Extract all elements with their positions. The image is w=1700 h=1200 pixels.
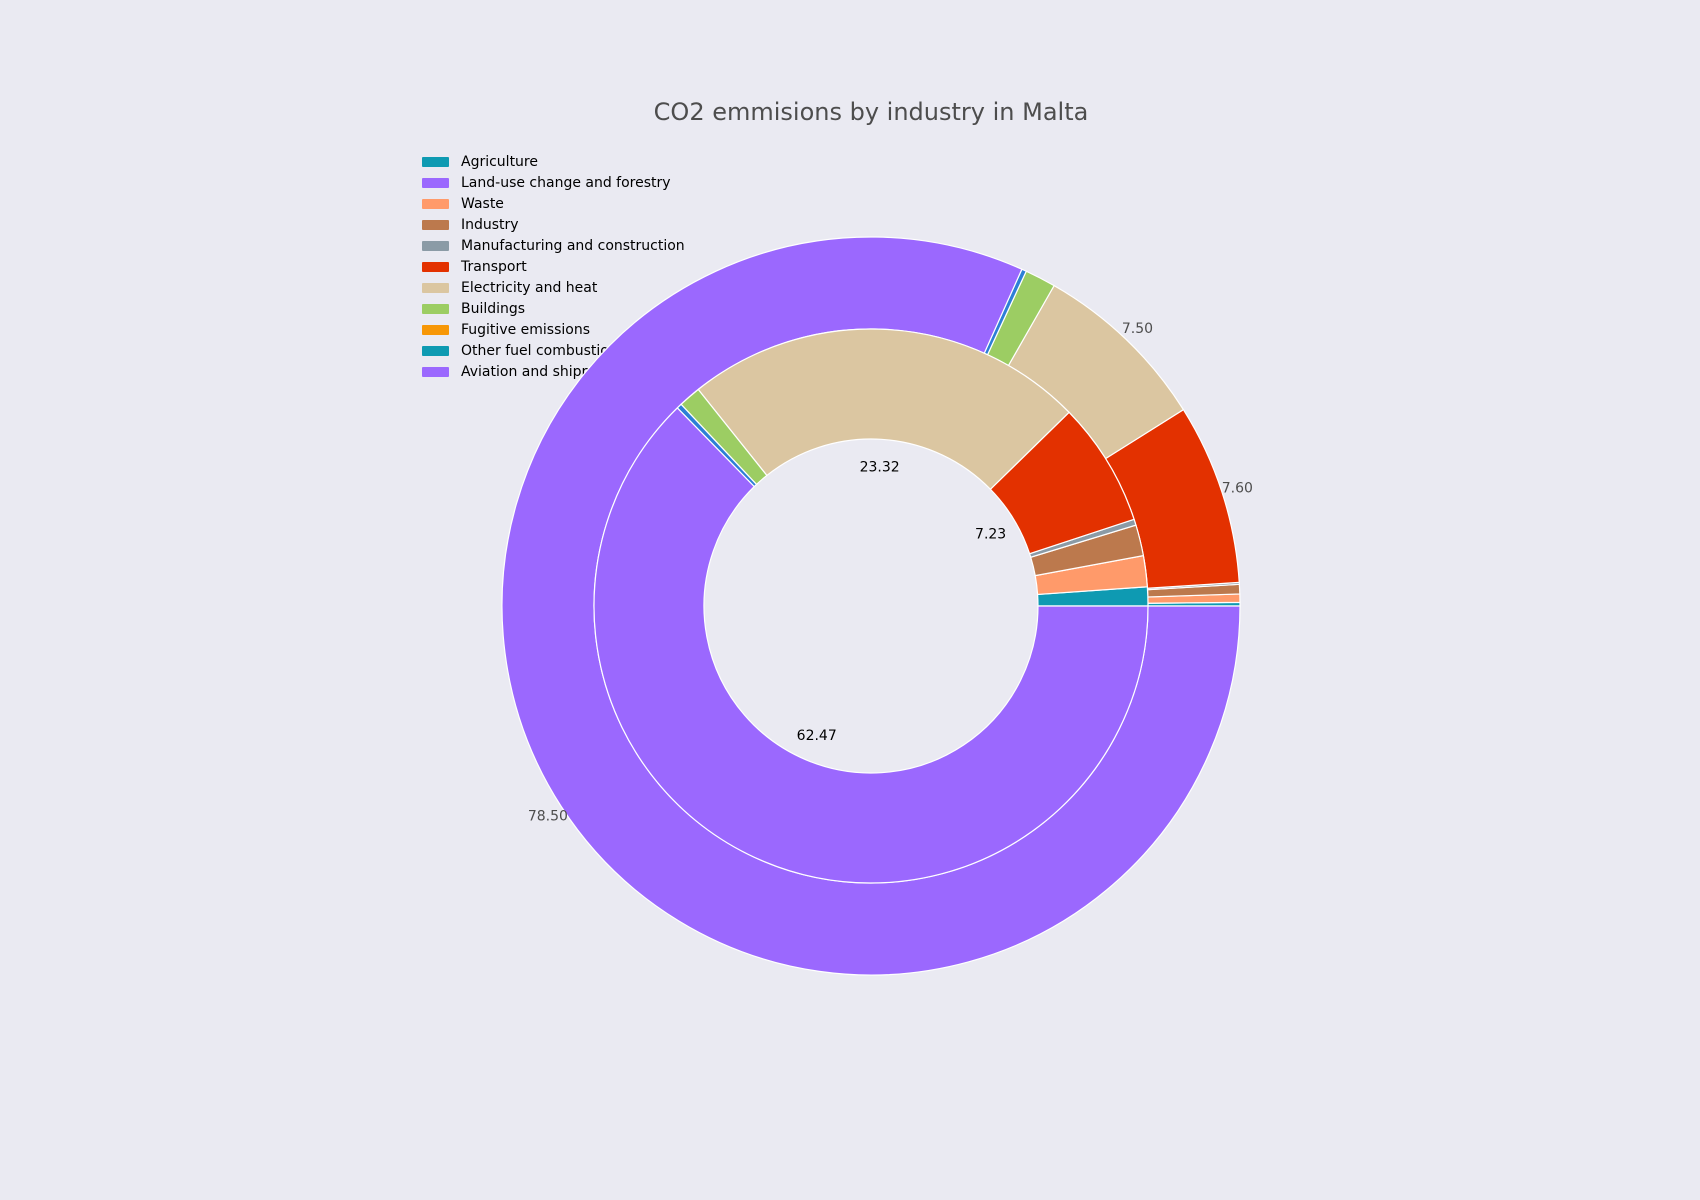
legend-item[interactable]: Electricity and heat (422, 277, 685, 298)
inner-value-label: 7.23 (975, 526, 1006, 542)
inner-value-label: 23.32 (860, 459, 900, 475)
legend-item[interactable]: Agriculture (422, 151, 685, 172)
legend-item[interactable]: Buildings (422, 298, 685, 319)
legend-label: Other fuel combustion (461, 342, 618, 359)
legend-swatch (422, 282, 449, 293)
legend-item[interactable]: Waste (422, 193, 685, 214)
inner-value-label: 62.47 (797, 728, 837, 744)
inner-ring-slice[interactable] (593, 407, 1149, 884)
outer-value-label: 7.60 (1222, 481, 1253, 497)
legend-label: Buildings (461, 300, 526, 317)
legend-item[interactable]: Other fuel combustion (422, 340, 685, 361)
legend-swatch (422, 240, 449, 251)
legend-swatch (422, 345, 449, 356)
legend-label: Fugitive emissions (461, 321, 591, 338)
legend-item[interactable]: Manufacturing and construction (422, 235, 685, 256)
outer-value-label: 7.50 (1122, 321, 1153, 337)
legend-label: Agriculture (461, 153, 538, 170)
legend-item[interactable]: Fugitive emissions (422, 319, 685, 340)
legend-swatch (422, 219, 449, 230)
legend-item[interactable]: Transport (422, 256, 685, 277)
legend-item[interactable]: Land-use change and forestry (422, 172, 685, 193)
legend-label: Waste (461, 195, 504, 212)
legend-swatch (422, 177, 449, 188)
outer-value-label: 78.50 (528, 808, 568, 824)
legend: Agriculture Land-use change and forestry W… (422, 151, 685, 382)
legend-item[interactable]: Aviation and shipping (422, 361, 685, 382)
inner-ring-slice[interactable] (697, 328, 1070, 491)
legend-swatch (422, 303, 449, 314)
legend-label: Land-use change and forestry (461, 174, 671, 191)
legend-label: Manufacturing and construction (461, 237, 685, 254)
legend-item[interactable]: Industry (422, 214, 685, 235)
legend-swatch (422, 324, 449, 335)
chart-title: CO2 emmisions by industry in Malta (653, 98, 1089, 126)
legend-label: Transport (461, 258, 527, 275)
legend-swatch (422, 261, 449, 272)
legend-swatch (422, 198, 449, 209)
legend-label: Industry (461, 216, 519, 233)
legend-label: Electricity and heat (461, 279, 598, 296)
legend-swatch (422, 156, 449, 167)
legend-swatch (422, 366, 449, 377)
legend-label: Aviation and shipping (461, 363, 613, 380)
